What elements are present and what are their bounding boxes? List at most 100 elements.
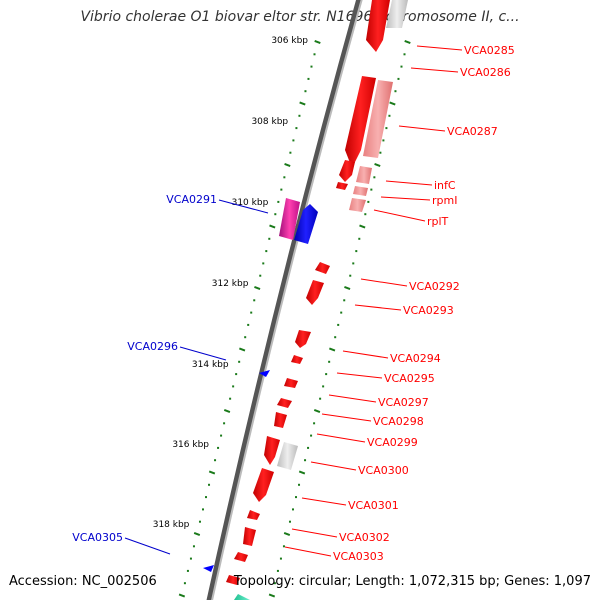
gene-leader-line — [342, 350, 389, 359]
gene-label[interactable]: VCA0293 — [403, 304, 454, 317]
tick-mark — [269, 224, 276, 229]
tick-mark — [268, 593, 276, 598]
tick-mark — [367, 200, 370, 203]
gene-leader-line — [380, 196, 431, 201]
gene-glyph[interactable] — [295, 330, 311, 348]
gene-glyph[interactable] — [386, 0, 408, 28]
tick-mark — [274, 213, 277, 216]
gene-label[interactable]: infC — [434, 179, 456, 192]
tick-mark — [193, 532, 201, 536]
gene-glyph[interactable] — [234, 552, 248, 562]
gene-glyph[interactable] — [274, 412, 287, 428]
gene-label[interactable]: VCA0301 — [348, 499, 399, 512]
tick-mark — [295, 496, 298, 499]
gene-glyph[interactable] — [294, 204, 318, 244]
gene-glyph[interactable] — [339, 160, 355, 182]
gene-label[interactable]: VCA0302 — [339, 531, 390, 544]
tick-mark — [307, 77, 310, 80]
tick-label: 308 kbp — [251, 117, 288, 127]
gene-glyph[interactable] — [306, 280, 324, 305]
tick-mark — [288, 520, 291, 523]
gene-label[interactable]: VCA0287 — [447, 125, 498, 138]
map-title: Vibrio cholerae O1 biovar eltor str. N16… — [80, 9, 520, 25]
gene-label[interactable]: VCA0295 — [384, 372, 435, 385]
tick-mark — [208, 470, 216, 475]
tick-mark — [282, 545, 285, 548]
gene-glyph[interactable] — [203, 565, 214, 572]
gene-glyph[interactable] — [253, 468, 274, 502]
gene-label[interactable]: VCA0285 — [464, 44, 515, 57]
tick-mark — [389, 101, 396, 106]
gene-glyph[interactable] — [279, 198, 300, 240]
gene-leader-line — [284, 546, 332, 557]
gene-label[interactable]: VCA0291 — [166, 193, 217, 206]
gene-glyph[interactable] — [363, 80, 393, 158]
tick-mark — [229, 397, 232, 400]
tick-mark — [291, 508, 294, 511]
tick-mark — [344, 286, 351, 290]
gene-leader-line — [291, 528, 338, 538]
gene-glyph[interactable] — [226, 575, 240, 585]
tick-mark — [403, 53, 406, 56]
tick-mark — [220, 434, 223, 437]
tick-label: 314 kbp — [192, 360, 229, 370]
tick-mark — [223, 409, 231, 413]
gene-label[interactable]: VCA0303 — [333, 550, 384, 563]
gene-glyph[interactable] — [259, 370, 270, 377]
gene-leader-line — [398, 125, 446, 132]
tick-mark — [319, 397, 322, 400]
gene-leader-line — [360, 278, 408, 287]
gene-glyph[interactable] — [366, 0, 390, 52]
gene-glyph[interactable] — [345, 76, 376, 168]
gene-glyph[interactable] — [353, 186, 368, 196]
gene-glyph[interactable] — [349, 198, 366, 212]
gene-label[interactable]: VCA0286 — [460, 66, 511, 79]
tick-mark — [382, 139, 385, 142]
tick-mark — [298, 114, 301, 117]
gene-glyph[interactable] — [247, 510, 260, 520]
tick-mark — [217, 446, 220, 449]
gene-label[interactable]: VCA0294 — [390, 352, 441, 365]
gene-leader-line — [316, 433, 366, 443]
tick-mark — [325, 373, 328, 376]
gene-glyph[interactable] — [264, 436, 280, 465]
gene-label[interactable]: VCA0305 — [72, 531, 123, 544]
gene-label[interactable]: rplT — [427, 215, 449, 228]
tick-label: 318 kbp — [153, 520, 190, 530]
tick-labels: 306 kbp 308 kbp 310 kbp 312 kbp 314 kbp 316 k… — [153, 36, 309, 530]
gene-label[interactable]: VCA0296 — [127, 340, 178, 353]
gene-label[interactable]: rpmI — [432, 194, 457, 207]
gene-glyph[interactable] — [277, 442, 298, 470]
tick-mark — [250, 311, 253, 314]
gene-glyph[interactable] — [315, 262, 330, 274]
tick-mark — [289, 151, 292, 154]
topology-summary: Topology: circular; Length: 1,072,315 bp… — [233, 574, 591, 589]
tick-mark — [364, 213, 367, 216]
gene-label[interactable]: VCA0299 — [367, 436, 418, 449]
gene-glyph[interactable] — [243, 527, 256, 546]
gene-glyph[interactable] — [291, 355, 303, 364]
gene-labels-forward: VCA0285 VCA0286 VCA0287 infC rpmI rplT VCA0292… — [284, 44, 515, 563]
gene-glyph[interactable] — [284, 378, 298, 388]
gene-glyph[interactable] — [234, 594, 250, 600]
gene-glyphs-forward — [226, 0, 408, 600]
gene-leader-line — [301, 497, 347, 506]
tick-mark — [322, 385, 325, 388]
tick-mark — [265, 250, 268, 253]
gene-label[interactable]: VCA0298 — [373, 415, 424, 428]
tick-mark — [352, 262, 355, 265]
tick-mark — [235, 373, 238, 376]
tick-mark — [277, 200, 280, 203]
gene-labels-reverse: VCA0291 VCA0296 VCA0305 — [72, 193, 269, 555]
gene-glyph[interactable] — [356, 166, 372, 184]
gene-glyph[interactable] — [336, 182, 348, 190]
tick-mark — [340, 311, 343, 314]
gene-label[interactable]: VCA0297 — [378, 396, 429, 409]
tick-mark — [232, 385, 235, 388]
gene-glyph[interactable] — [277, 398, 292, 408]
tick-mark — [397, 77, 400, 80]
tick-mark — [313, 422, 316, 425]
gene-leader-line — [373, 209, 426, 222]
gene-label[interactable]: VCA0292 — [409, 280, 460, 293]
gene-label[interactable]: VCA0300 — [358, 464, 409, 477]
